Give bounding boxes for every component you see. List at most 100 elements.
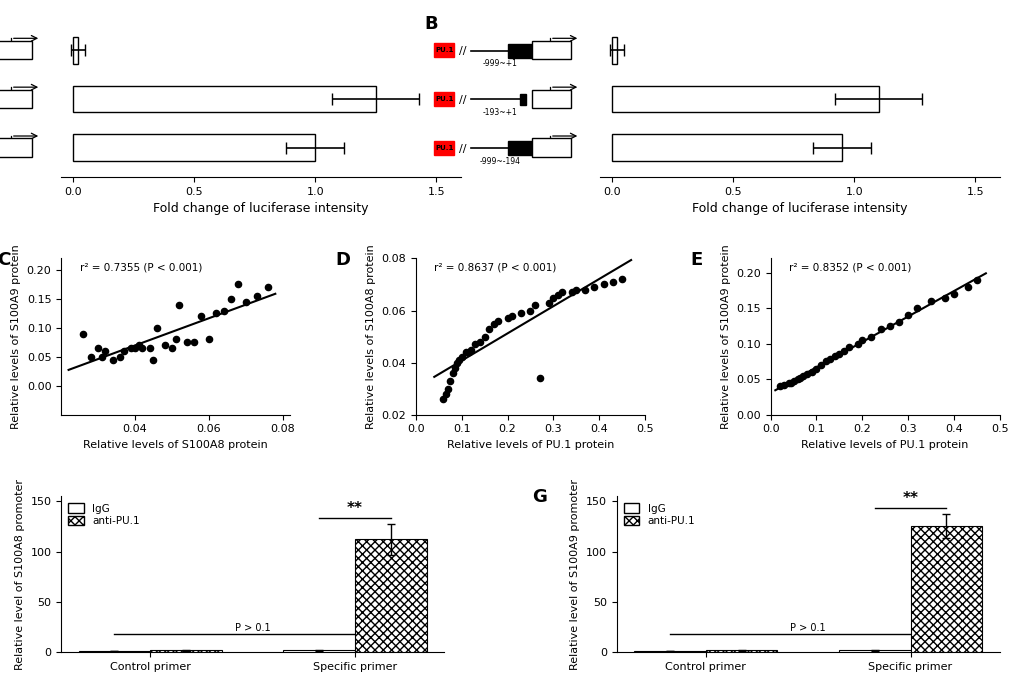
- Point: [485, 318, 501, 329]
- Point: [499, 313, 516, 324]
- Point: [450, 355, 467, 366]
- Point: [215, 305, 231, 316]
- Point: [171, 299, 187, 310]
- X-axis label: Fold change of luciferase intensity: Fold change of luciferase intensity: [692, 203, 907, 215]
- Point: [463, 344, 479, 355]
- Text: r² = 0.8637 (P < 0.001): r² = 0.8637 (P < 0.001): [434, 263, 556, 273]
- Legend: IgG, anti-PU.1: IgG, anti-PU.1: [66, 501, 142, 528]
- Point: [130, 340, 147, 351]
- Point: [201, 334, 217, 345]
- Point: [807, 363, 823, 374]
- Point: [959, 281, 975, 292]
- Point: [437, 389, 453, 400]
- Point: [448, 357, 465, 369]
- Point: [880, 321, 897, 332]
- Point: [83, 351, 99, 362]
- Bar: [150, 650, 222, 652]
- Bar: [355, 539, 426, 652]
- Point: [522, 305, 538, 316]
- Point: [135, 343, 151, 354]
- Point: [441, 375, 458, 387]
- Point: [792, 372, 808, 383]
- Point: [123, 343, 140, 354]
- Point: [568, 284, 584, 295]
- Point: [825, 351, 842, 362]
- Point: [549, 289, 566, 301]
- Bar: [78, 651, 150, 652]
- Bar: [910, 526, 981, 652]
- Y-axis label: Relative levels of S100A9 protein: Relative levels of S100A9 protein: [720, 244, 730, 429]
- Point: [444, 368, 461, 379]
- Point: [145, 354, 161, 365]
- Point: [577, 284, 593, 295]
- Point: [781, 378, 797, 389]
- Point: [785, 375, 801, 386]
- Point: [467, 339, 483, 350]
- Point: [771, 381, 788, 392]
- Bar: [611, 37, 616, 64]
- Point: [230, 279, 247, 290]
- Point: [840, 341, 856, 353]
- Bar: [634, 651, 705, 652]
- Point: [899, 310, 915, 321]
- Point: [821, 354, 838, 365]
- Point: [830, 349, 847, 360]
- Point: [799, 368, 815, 379]
- Y-axis label: Relative level of S100A8 promoter: Relative level of S100A8 promoter: [15, 479, 24, 670]
- Point: [142, 343, 158, 354]
- Point: [853, 335, 869, 346]
- Bar: [611, 85, 877, 112]
- Y-axis label: Relative levels of S100A9 protein: Relative levels of S100A9 protein: [11, 244, 21, 429]
- Point: [540, 297, 556, 308]
- Point: [126, 343, 143, 354]
- Point: [481, 323, 497, 335]
- Bar: [705, 650, 776, 652]
- Text: D: D: [335, 251, 351, 269]
- Y-axis label: Relative level of S100A9 promoter: Relative level of S100A9 promoter: [570, 479, 580, 670]
- Point: [503, 310, 520, 321]
- Point: [945, 289, 961, 300]
- Point: [490, 315, 506, 326]
- Point: [908, 303, 924, 314]
- Point: [249, 291, 265, 302]
- Legend: IgG, anti-PU.1: IgG, anti-PU.1: [622, 501, 697, 528]
- Point: [476, 331, 492, 342]
- X-axis label: Relative levels of PU.1 protein: Relative levels of PU.1 protein: [446, 440, 613, 450]
- Point: [775, 380, 792, 391]
- Bar: [73, 85, 375, 112]
- Point: [435, 393, 451, 405]
- Point: [94, 351, 110, 362]
- Point: [794, 370, 810, 381]
- Text: E: E: [690, 251, 702, 269]
- Text: C: C: [0, 251, 10, 269]
- Bar: [611, 135, 842, 161]
- Point: [446, 362, 463, 373]
- Point: [237, 296, 254, 307]
- Point: [526, 300, 542, 311]
- Point: [835, 345, 851, 356]
- Text: r² = 0.7355 (P < 0.001): r² = 0.7355 (P < 0.001): [79, 263, 202, 273]
- Y-axis label: Relative levels of S100A8 protein: Relative levels of S100A8 protein: [366, 244, 376, 429]
- Point: [222, 294, 238, 305]
- Point: [935, 292, 952, 303]
- Point: [890, 317, 906, 328]
- Point: [156, 340, 172, 351]
- Point: [472, 337, 488, 348]
- Point: [178, 337, 195, 348]
- Point: [460, 347, 476, 358]
- Point: [922, 296, 938, 307]
- X-axis label: Fold change of luciferase intensity: Fold change of luciferase intensity: [153, 203, 368, 215]
- Point: [90, 343, 106, 354]
- Point: [816, 356, 833, 367]
- Text: **: **: [902, 491, 917, 506]
- Point: [544, 292, 560, 303]
- Point: [586, 282, 602, 293]
- Text: B: B: [424, 15, 438, 33]
- Point: [812, 359, 828, 371]
- Text: P > 0.1: P > 0.1: [234, 623, 270, 633]
- Text: **: **: [346, 501, 363, 516]
- Point: [871, 324, 888, 335]
- Point: [208, 308, 224, 319]
- Point: [513, 307, 529, 319]
- Point: [75, 328, 92, 339]
